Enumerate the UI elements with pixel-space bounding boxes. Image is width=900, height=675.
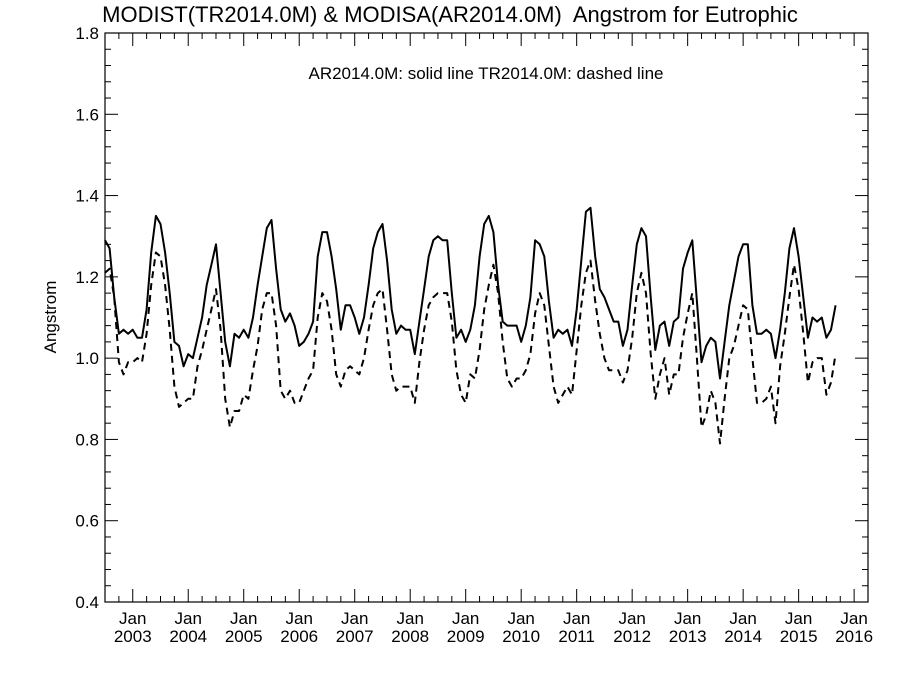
x-tick-label-year: 2015	[780, 627, 818, 646]
x-tick-label-year: 2008	[391, 627, 429, 646]
chart-title: MODIST(TR2014.0M) & MODISA(AR2014.0M) An…	[102, 2, 798, 27]
x-tick-label-month: Jan	[785, 609, 812, 628]
x-tick-label-year: 2009	[447, 627, 485, 646]
x-tick-label-month: Jan	[563, 609, 590, 628]
y-tick-label: 1.2	[75, 268, 99, 287]
x-tick-label-month: Jan	[286, 609, 313, 628]
x-tick-label-year: 2007	[336, 627, 374, 646]
series-lines	[104, 206, 837, 445]
y-axis-ticks: 0.4 0.6 0.8 1.0 1.2 1.4 1.6 1.8	[75, 24, 868, 612]
x-tick-label-year: 2012	[613, 627, 651, 646]
x-tick-label-month: Jan	[230, 609, 257, 628]
x-tick-label-year: 2011	[558, 627, 595, 646]
y-tick-label: 0.4	[75, 593, 99, 612]
legend-annotation: AR2014.0M: solid line TR2014.0M: dashed …	[308, 64, 663, 83]
y-tick-label: 0.8	[75, 430, 99, 449]
x-tick-label-year: 2016	[835, 627, 873, 646]
x-tick-label-year: 2014	[724, 627, 762, 646]
x-tick-label-month: Jan	[674, 609, 701, 628]
x-tick-label-month: Jan	[119, 609, 146, 628]
x-tick-label-month: Jan	[396, 609, 423, 628]
x-tick-label-year: 2010	[502, 627, 540, 646]
ar2014-solid-series	[104, 206, 837, 380]
y-tick-label: 0.6	[75, 512, 99, 531]
tr2014-dashed-series	[104, 251, 837, 445]
x-tick-label-year: 2006	[280, 627, 318, 646]
y-axis-label: Angstrom	[41, 281, 60, 354]
x-tick-label-month: Jan	[618, 609, 645, 628]
x-tick-label-year: 2005	[225, 627, 263, 646]
x-tick-label-month: Jan	[341, 609, 368, 628]
y-tick-label: 1.6	[75, 105, 99, 124]
x-tick-label-month: Jan	[729, 609, 756, 628]
plot-frame	[104, 32, 869, 603]
x-tick-label-year: 2004	[169, 627, 207, 646]
y-tick-label: 1.0	[75, 349, 99, 368]
x-tick-label-month: Jan	[507, 609, 534, 628]
x-axis-ticks: Jan2003Jan2004Jan2005Jan2006Jan2007Jan20…	[104, 33, 873, 646]
y-tick-label: 1.4	[75, 187, 99, 206]
y-tick-label: 1.8	[75, 24, 99, 43]
x-tick-label-year: 2013	[669, 627, 707, 646]
x-tick-label-month: Jan	[452, 609, 479, 628]
x-tick-label-month: Jan	[175, 609, 202, 628]
x-tick-label-month: Jan	[840, 609, 867, 628]
x-tick-label-year: 2003	[114, 627, 152, 646]
